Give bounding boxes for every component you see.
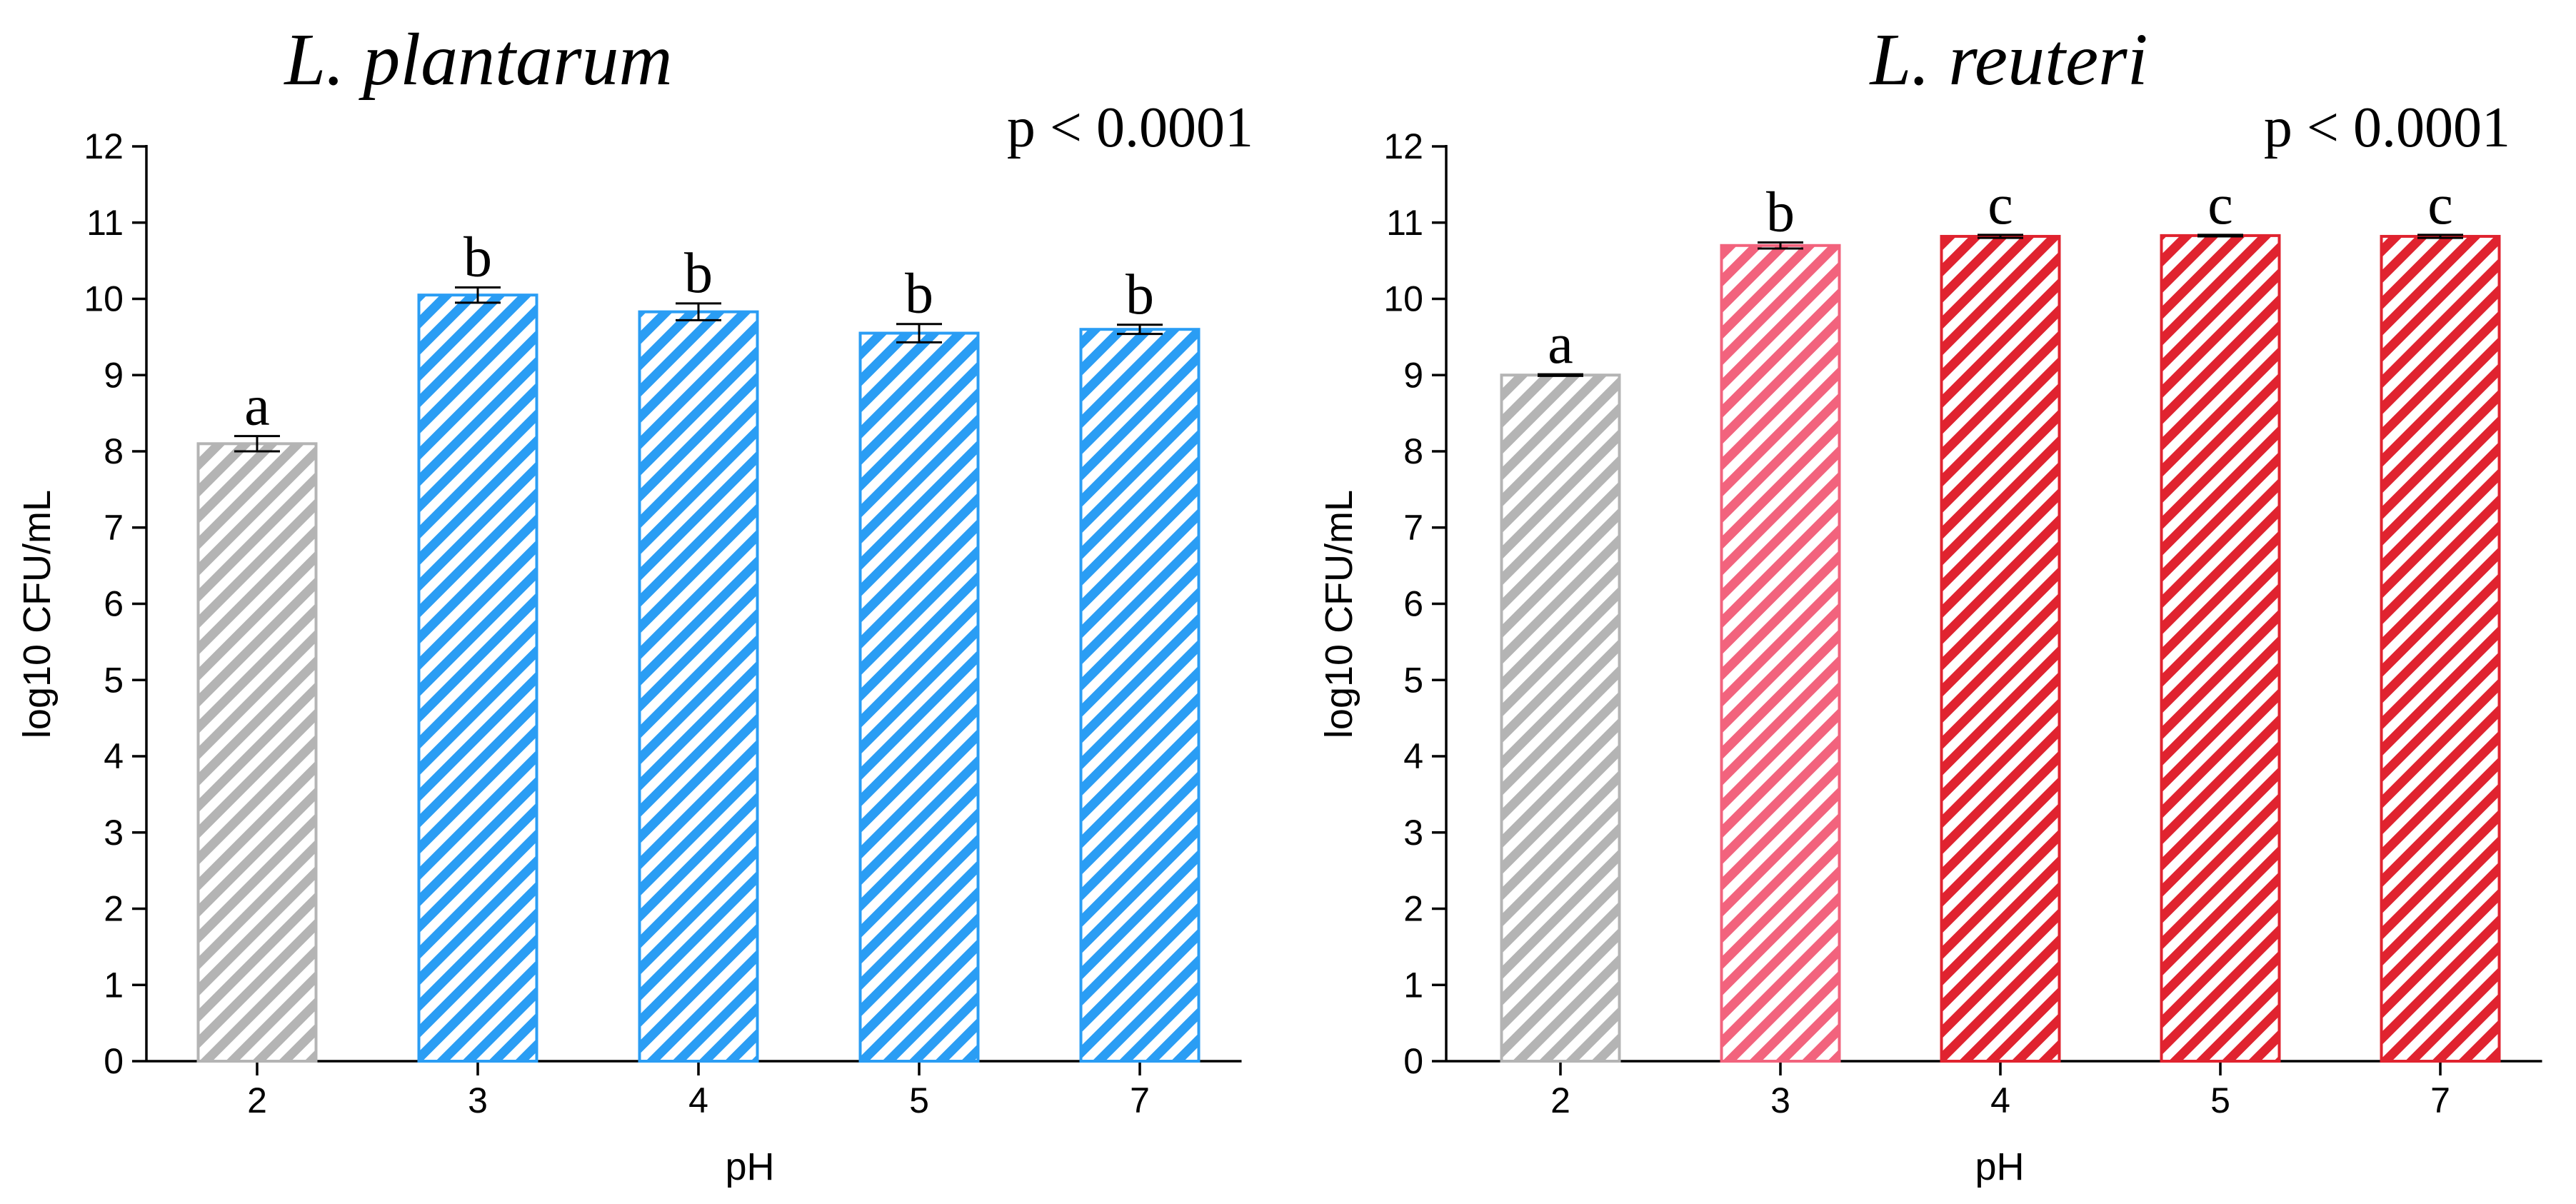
x-tick-label: 5 [909,1080,929,1120]
significance-letter: a [244,375,270,438]
significance-letter: c [1988,174,2013,236]
x-tick-label: 2 [1550,1080,1570,1120]
x-axis-label: pH [725,1145,774,1188]
x-tick-label: 7 [2430,1080,2450,1120]
bar-ph-7 [2380,234,2501,1063]
y-tick-label: 2 [104,889,124,929]
y-tick-label: 3 [1403,813,1423,853]
y-tick-label: 5 [104,660,124,700]
y-tick-label: 0 [104,1041,124,1081]
x-tick-label: 5 [2210,1080,2230,1120]
y-tick-label: 4 [1403,736,1423,776]
y-axis-label: log10 CFU/mL [16,490,59,738]
chart-title: L. reuteri [1868,19,2147,101]
y-tick-label: 1 [1403,965,1423,1005]
panel-l-plantarum: L. plantarum p < 0.0001 pH log10 CFU/mL … [16,19,1253,1188]
error-bar [455,286,501,304]
error-bar [1758,241,1803,250]
p-value-annotation: p < 0.0001 [1007,96,1253,159]
y-tick-label: 1 [104,965,124,1005]
y-tick-label: 11 [86,203,124,243]
x-tick-label: 3 [468,1080,488,1120]
x-tick-label: 2 [247,1080,267,1120]
significance-letter: b [1766,181,1795,244]
y-tick-label: 12 [1383,126,1423,166]
bar-ph-5 [858,331,980,1063]
chart-title: L. plantarum [283,19,672,101]
y-tick-label: 9 [104,355,124,395]
error-bar [2197,234,2243,238]
x-tick-label: 3 [1770,1080,1790,1120]
significance-letter: c [2207,174,2233,236]
y-tick-label: 6 [1403,584,1423,624]
bar-ph-4 [638,310,759,1063]
error-bar [1978,234,2023,239]
x-tick-label: 4 [1990,1080,2010,1120]
bar-ph-3 [1720,244,1841,1063]
error-bar [1117,323,1163,336]
significance-letter: b [1126,264,1154,326]
y-tick-label: 8 [104,431,124,471]
y-axis-label: log10 CFU/mL [1318,490,1360,738]
error-bar [1538,373,1583,377]
error-bar [676,302,721,321]
significance-letter: a [1548,313,1573,376]
y-tick-label: 5 [1403,660,1423,700]
panel-l-reuteri: L. reuteri p < 0.0001 pH log10 CFU/mL 0 1… [1318,19,2542,1188]
y-tick-label: 11 [1386,203,1423,243]
y-tick-label: 0 [1403,1041,1423,1081]
significance-letter: c [2427,174,2453,236]
bar-ph-2 [196,442,318,1063]
error-bar [2417,234,2463,239]
bar-ph-4 [1940,234,2061,1063]
error-bar [896,323,942,343]
x-axis-label: pH [1975,1145,2024,1188]
y-tick-label: 9 [1403,355,1423,395]
y-tick-label: 12 [84,126,124,166]
y-tick-label: 6 [104,584,124,624]
y-tick-label: 7 [104,508,124,548]
bar-ph-3 [417,294,538,1063]
bar-ph-5 [2160,234,2281,1063]
y-tick-label: 7 [1403,508,1423,548]
significance-letter: b [905,263,933,326]
bar-ph-2 [1500,373,1621,1063]
y-tick-label: 2 [1403,889,1423,929]
significance-letter: b [684,242,713,305]
significance-letter: b [463,226,492,289]
y-tick-label: 4 [104,736,124,776]
x-tick-label: 4 [688,1080,708,1120]
y-tick-label: 3 [104,813,124,853]
x-tick-label: 7 [1130,1080,1150,1120]
bar-ph-7 [1079,328,1201,1063]
error-bar [234,435,280,453]
p-value-annotation: p < 0.0001 [2264,96,2510,159]
y-tick-label: 8 [1403,431,1423,471]
y-tick-label: 10 [1383,279,1423,319]
y-tick-label: 10 [84,279,124,319]
